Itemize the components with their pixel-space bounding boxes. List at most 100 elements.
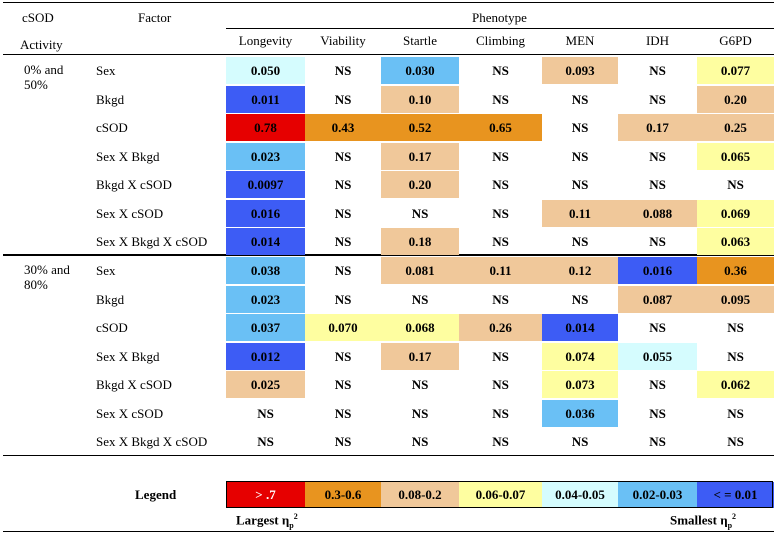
table-cell-longevity: NS [257, 434, 274, 449]
table-cell-viability: NS [334, 234, 352, 249]
legend-swatch-lightcyan: 0.04-0.05 [542, 482, 618, 508]
table-cell-g6pd: NS [727, 177, 744, 192]
table-cell-startle: 0.030 [381, 57, 459, 84]
table-cell-idh: 0.17 [618, 114, 697, 141]
table-cell-longevity: 0.014 [226, 228, 305, 255]
table-cell-longevity: 0.011 [226, 85, 305, 113]
table-cell-men: NS [571, 291, 589, 307]
table-cell-g6pd: 0.25 [697, 114, 774, 141]
table-bottom-rule [3, 455, 774, 456]
factor-label: cSOD [96, 320, 128, 335]
table-cell-climbing: 0.11 [459, 257, 542, 284]
group-divider-rule [3, 254, 774, 256]
table-cell-viability: NS [334, 263, 352, 278]
table-cell-idh: 0.087 [618, 285, 697, 313]
table-cell-climbing: 0.65 [459, 114, 542, 141]
table-cell-startle: NS [411, 291, 429, 307]
table-cell-idh: 0.016 [618, 257, 697, 284]
smallest-eta-text: Smallest η [670, 512, 728, 528]
table-cell-g6pd: 0.36 [697, 257, 774, 284]
column-header-climbing: Climbing [475, 33, 526, 48]
legend-swatch-yellow: 0.06-0.07 [459, 482, 542, 508]
factor-label: Sex X Bkgd X cSOD [96, 234, 208, 249]
table-cell-viability: NS [334, 291, 352, 307]
table-cell-startle: 0.52 [381, 114, 459, 141]
factor-label: Sex [96, 263, 116, 278]
column-header-startle: Startle [403, 33, 437, 48]
table-cell-longevity: 0.025 [226, 371, 305, 398]
factor-label: Sex X Bkgd X cSOD [96, 434, 208, 449]
table-cell-viability: NS [334, 63, 352, 78]
table-cell-viability: NS [334, 405, 352, 421]
header-activity: Activity [20, 37, 63, 52]
table-cell-viability: NS [334, 377, 352, 392]
largest-eta-label: Largest ηp2 [236, 512, 298, 530]
table-cell-men: NS [571, 177, 589, 192]
table-cell-g6pd: NS [727, 405, 744, 421]
table-cell-men: 0.073 [542, 371, 618, 398]
legend-swatch-red: > .7 [226, 482, 305, 508]
factor-label: Sex X Bkgd [96, 348, 160, 364]
table-cell-startle: NS [411, 434, 429, 449]
table-cell-viability: NS [334, 434, 352, 449]
group-activity-line2: 80% [24, 277, 48, 292]
table-cell-climbing: NS [492, 148, 509, 164]
legend-swatch-peach: 0.08-0.2 [381, 482, 459, 508]
column-header-longevity: Longevity [238, 33, 293, 48]
smallest-eta-sub: p [727, 520, 733, 530]
table-cell-idh: NS [649, 405, 666, 421]
legend-bottom-rule [3, 531, 774, 532]
table-cell-climbing: NS [492, 291, 509, 307]
table-cell-men: 0.11 [542, 199, 618, 227]
table-cell-longevity: 0.023 [226, 285, 305, 313]
factor-label: Sex X Bkgd [96, 148, 160, 164]
table-cell-idh: NS [649, 434, 666, 449]
table-cell-viability: NS [334, 177, 352, 192]
table-cell-g6pd: 0.069 [697, 199, 774, 227]
table-cell-g6pd: 0.063 [697, 228, 774, 255]
factor-label: Sex X cSOD [96, 405, 164, 421]
legend-swatch-orange: 0.3-0.6 [305, 482, 381, 508]
table-cell-men: NS [571, 91, 589, 107]
table-cell-g6pd: NS [727, 320, 744, 335]
table-cell-idh: NS [649, 91, 666, 107]
largest-eta-sub: p [289, 520, 294, 530]
table-cell-men: NS [571, 120, 589, 135]
table-cell-men: NS [571, 434, 589, 449]
table-cell-longevity: 0.78 [226, 114, 305, 141]
table-cell-climbing: NS [492, 234, 509, 249]
table-cell-men: 0.014 [542, 314, 618, 341]
table-cell-g6pd: 0.077 [697, 57, 774, 84]
table-cell-longevity: 0.016 [226, 199, 305, 227]
table-cell-longevity: 0.023 [226, 142, 305, 170]
table-cell-idh: NS [649, 234, 666, 249]
table-cell-climbing: NS [492, 434, 509, 449]
table-cell-g6pd: 0.20 [697, 85, 774, 113]
largest-eta-sup: 2 [293, 512, 298, 521]
factor-label: Sex X cSOD [96, 205, 164, 221]
table-cell-g6pd: 0.065 [697, 142, 774, 170]
factor-label: Bkgd [96, 91, 125, 107]
table-cell-g6pd: 0.095 [697, 285, 774, 313]
column-header-men: MEN [565, 33, 595, 48]
smallest-eta-label: Smallest ηp2 [670, 512, 736, 530]
table-cell-idh: 0.055 [618, 342, 697, 370]
smallest-eta-sup: 2 [732, 512, 737, 521]
table-cell-startle: 0.18 [381, 228, 459, 255]
group-activity-line1: 30% and [24, 262, 70, 277]
group-activity-line2: 50% [24, 77, 48, 92]
table-cell-longevity: 0.050 [226, 57, 305, 84]
table-cell-viability: NS [334, 348, 352, 364]
table-cell-longevity: NS [257, 405, 274, 421]
table-cell-longevity: 0.0097 [226, 171, 305, 198]
factor-label: Bkgd [96, 291, 125, 307]
table-cell-idh: NS [649, 377, 666, 392]
column-header-g6pd: G6PD [719, 33, 752, 48]
table-cell-climbing: NS [492, 205, 509, 221]
legend-swatch-lightblue: 0.02-0.03 [618, 482, 697, 508]
table-cell-viability: NS [334, 148, 352, 164]
table-cell-idh: NS [649, 320, 666, 335]
table-cell-startle: 0.20 [381, 171, 459, 198]
largest-eta-text: Largest η [236, 512, 290, 528]
table-cell-g6pd: NS [727, 348, 744, 364]
